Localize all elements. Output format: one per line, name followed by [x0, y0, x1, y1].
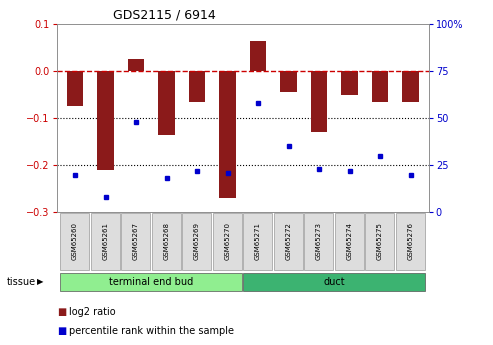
- Bar: [341, 71, 358, 95]
- Bar: [91, 213, 120, 270]
- Bar: [311, 71, 327, 132]
- Text: percentile rank within the sample: percentile rank within the sample: [69, 326, 234, 335]
- Bar: [158, 71, 175, 135]
- Bar: [244, 213, 273, 270]
- Text: ▶: ▶: [37, 277, 44, 286]
- Bar: [213, 213, 242, 270]
- Text: GSM65273: GSM65273: [316, 223, 322, 260]
- Text: GSM65272: GSM65272: [285, 223, 291, 260]
- Bar: [274, 213, 303, 270]
- Bar: [280, 71, 297, 92]
- Bar: [97, 71, 114, 170]
- Text: GDS2115 / 6914: GDS2115 / 6914: [112, 9, 215, 22]
- Text: GSM65269: GSM65269: [194, 223, 200, 260]
- Text: GSM65271: GSM65271: [255, 223, 261, 260]
- Text: ■: ■: [57, 307, 66, 317]
- Text: log2 ratio: log2 ratio: [69, 307, 116, 317]
- Bar: [219, 71, 236, 198]
- Bar: [60, 213, 89, 270]
- Text: ■: ■: [57, 326, 66, 335]
- Text: tissue: tissue: [6, 277, 35, 286]
- Bar: [128, 59, 144, 71]
- Text: GSM65267: GSM65267: [133, 223, 139, 260]
- Text: duct: duct: [323, 277, 345, 286]
- Bar: [243, 273, 425, 290]
- Bar: [249, 41, 266, 71]
- Bar: [372, 71, 388, 102]
- Bar: [402, 71, 419, 102]
- Bar: [182, 213, 211, 270]
- Text: GSM65270: GSM65270: [224, 223, 231, 260]
- Text: GSM65261: GSM65261: [103, 223, 108, 260]
- Bar: [335, 213, 364, 270]
- Text: GSM65274: GSM65274: [347, 223, 352, 260]
- Bar: [305, 213, 333, 270]
- Text: GSM65260: GSM65260: [72, 223, 78, 260]
- Bar: [60, 273, 242, 290]
- Text: GSM65276: GSM65276: [408, 223, 414, 260]
- Bar: [67, 71, 83, 106]
- Text: terminal end bud: terminal end bud: [109, 277, 193, 286]
- Bar: [189, 71, 206, 102]
- Bar: [396, 213, 425, 270]
- Bar: [152, 213, 181, 270]
- Bar: [121, 213, 150, 270]
- Text: GSM65268: GSM65268: [164, 223, 170, 260]
- Text: GSM65275: GSM65275: [377, 223, 383, 260]
- Bar: [365, 213, 394, 270]
